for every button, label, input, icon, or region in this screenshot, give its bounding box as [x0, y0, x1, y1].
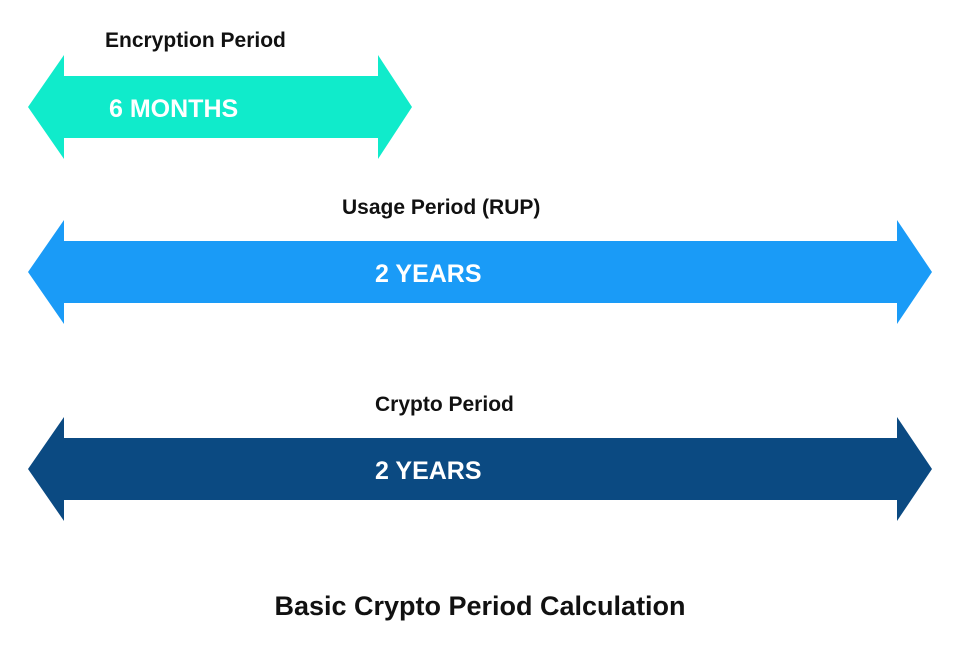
crypto-period-label: Crypto Period [375, 393, 514, 416]
usage-period-arrow-group: Usage Period (RUP) 2 YEARS [28, 196, 932, 324]
diagram-title: Basic Crypto Period Calculation [274, 591, 685, 621]
encryption-period-value: 6 MONTHS [109, 95, 238, 123]
crypto-period-arrow [28, 417, 932, 521]
crypto-period-arrow-group: Crypto Period 2 YEARS [28, 393, 932, 521]
usage-period-label: Usage Period (RUP) [342, 196, 540, 219]
usage-period-value: 2 YEARS [375, 260, 482, 288]
encryption-period-arrow [28, 55, 412, 159]
encryption-period-arrow-group: Encryption Period 6 MONTHS [28, 29, 412, 159]
crypto-period-value: 2 YEARS [375, 457, 482, 485]
usage-period-arrow [28, 220, 932, 324]
encryption-period-label: Encryption Period [105, 29, 286, 52]
